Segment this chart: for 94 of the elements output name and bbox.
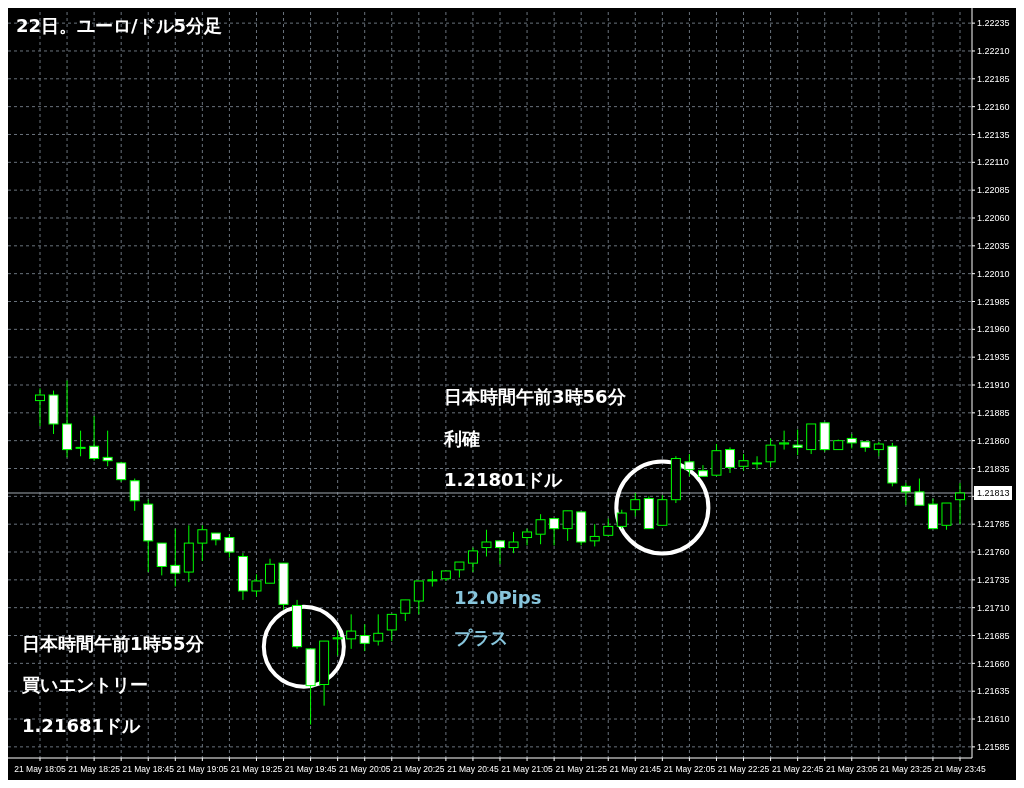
y-tick-label: 1.21885 [977,407,1010,418]
candlestick [197,524,208,562]
annotation: 日本時間午前3時56分 [444,386,627,407]
annotation: 12.0Pips [454,587,542,608]
candlestick [697,464,708,477]
x-tick-label: 21 May 20:25 [393,764,445,774]
candlestick [156,542,167,576]
y-tick-label: 1.22110 [977,157,1009,168]
x-tick-label: 21 May 20:05 [338,764,391,774]
chart-title: 22日。ユーロ/ドル5分足 [16,15,223,36]
x-tick-label: 21 May 23:45 [934,764,987,774]
y-tick-label: 1.22060 [977,213,1010,224]
y-tick-label: 1.21660 [977,658,1010,669]
x-tick-label: 21 May 18:25 [68,764,121,774]
candlestick [630,492,641,517]
y-tick-label: 1.21735 [977,575,1010,585]
x-tick-label: 21 May 22:05 [663,764,716,774]
annotation: 1.21801ドル [444,469,563,490]
y-tick-label: 1.22085 [977,185,1010,196]
annotation: 利確 [443,428,480,449]
y-tick-label: 1.22135 [977,129,1010,140]
candlestick [346,613,357,650]
candlestick [373,613,384,647]
candlestick [265,558,275,584]
y-tick-label: 1.22160 [977,101,1010,112]
x-tick-label: 21 May 20:45 [447,764,499,774]
candlestick [495,540,505,565]
x-tick-label: 21 May 19:25 [230,764,283,774]
candlestick [332,629,343,657]
annotation: プラス [454,627,508,648]
candlestick [616,509,627,530]
y-tick-label: 1.22035 [977,240,1010,251]
y-tick-label: 1.22010 [977,268,1010,279]
candlestick [752,455,763,471]
x-tick-label: 21 May 23:25 [880,764,932,774]
candlestick [725,446,735,474]
candlestick [535,513,546,545]
x-tick-label: 21 May 18:05 [14,764,67,774]
x-tick-label: 21 May 21:05 [501,764,554,774]
x-tick-label: 21 May 18:45 [122,764,175,774]
candlestick [170,528,181,588]
candlestick [792,429,803,456]
annotation: 日本時間午前1時55分 [22,633,205,654]
candlestick [75,430,86,457]
candlestick [35,387,45,427]
y-tick-label: 1.21635 [977,686,1010,697]
ref-line-label: 1.21813 [977,488,1010,499]
candlestick [359,623,370,652]
candlestick [941,502,952,531]
candlestick [522,528,533,546]
x-tick-label: 21 May 19:45 [284,764,337,774]
candlestick [900,482,911,506]
y-tick-label: 1.21610 [977,714,1010,725]
y-tick-label: 1.21935 [977,352,1010,363]
y-tick-label: 1.22185 [977,73,1010,84]
y-tick-label: 1.21785 [977,519,1010,530]
y-tick-label: 1.21860 [977,435,1010,446]
y-tick-label: 1.21710 [977,602,1010,613]
x-tick-label: 21 May 21:45 [609,764,662,774]
x-tick-label: 21 May 22:45 [771,764,824,774]
candlestick [102,430,113,467]
y-tick-label: 1.21960 [977,324,1010,335]
annotation: 買いエントリー [21,674,148,695]
y-tick-label: 1.22210 [977,46,1010,57]
annotation: 1.21681ドル [22,715,141,736]
y-tick-label: 1.22235 [977,18,1010,29]
x-tick-label: 21 May 19:05 [176,764,229,774]
candlestick [589,523,600,547]
y-tick-label: 1.21585 [977,742,1010,753]
candlestick [779,430,790,451]
candlestick [562,510,573,542]
candlestick [386,613,397,642]
candlestick [251,573,262,598]
candlestick [400,599,411,622]
candlestick [89,415,100,462]
candlestick [508,531,519,554]
y-tick-label: 1.21760 [977,547,1010,558]
candlestick [481,529,492,557]
candlestick [549,518,560,546]
candlestick [914,478,925,506]
y-tick-label: 1.21835 [977,463,1010,474]
y-tick-label: 1.21685 [977,630,1010,641]
y-tick-label: 1.21910 [977,380,1010,391]
candlestick [413,580,424,615]
x-tick-label: 21 May 21:25 [555,764,608,774]
x-tick-label: 21 May 22:25 [717,764,770,774]
candlestick [129,478,140,512]
x-tick-label: 21 May 23:05 [826,764,878,774]
candlestick [224,533,235,559]
candlestick [765,437,776,468]
candlestick [684,453,695,477]
candlestick [467,547,478,573]
candlestick [955,482,965,525]
y-tick-label: 1.21985 [977,296,1010,307]
